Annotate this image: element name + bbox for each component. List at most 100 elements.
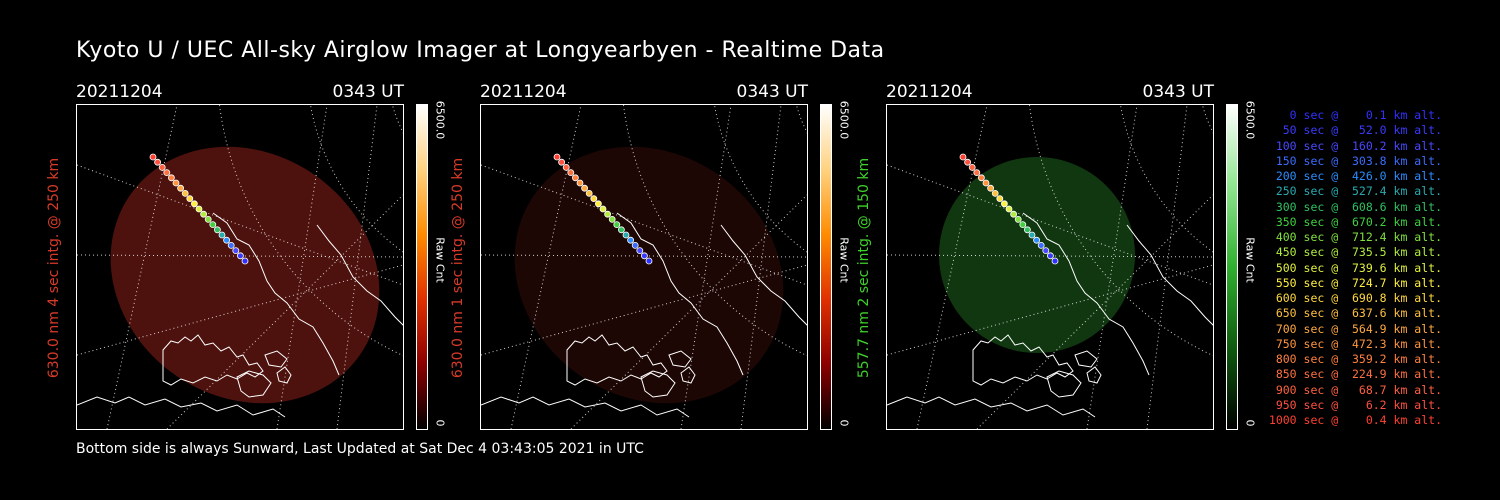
trajectory-point (218, 231, 226, 239)
allsky-image (480, 104, 808, 430)
trajectory-point (1028, 231, 1036, 239)
coastline (887, 212, 1213, 418)
trajectory-track (553, 153, 653, 265)
trajectory-point (622, 231, 630, 239)
trajectory-point (617, 226, 625, 234)
legend-entry: 900 sec @ 68.7 km alt. (1275, 382, 1442, 397)
trajectory-point (645, 257, 653, 265)
legend-entry: 500 sec @ 739.6 km alt. (1275, 260, 1442, 275)
trajectory-point (991, 190, 999, 197)
trajectory-track (149, 153, 249, 265)
trajectory-point (213, 226, 221, 234)
trajectory-point (163, 169, 171, 176)
footer-note: Bottom side is always Sunward, Last Upda… (76, 441, 644, 457)
colorbar-unit-label: Raw Cnt (1243, 237, 1257, 283)
colorbar (1226, 104, 1238, 430)
legend-entry: 400 sec @ 712.4 km alt. (1275, 230, 1442, 244)
colorbar-max-label: 6500.0 (837, 100, 851, 140)
trajectory-point (149, 153, 157, 161)
page-title: Kyoto U / UEC All-sky Airglow Imager at … (76, 38, 885, 63)
wavelength-label: 630.0 nm 4 sec intg. @ 250 km (46, 157, 62, 379)
trajectory-point (209, 221, 217, 228)
map-grid (481, 105, 807, 429)
legend-entry: 1000 sec @ 0.4 km alt. (1268, 413, 1442, 427)
trajectory-point (177, 184, 184, 192)
trajectory-track (959, 153, 1059, 265)
legend-entry: 50 sec @ 52.0 km alt. (1282, 123, 1442, 138)
trajectory-point (223, 236, 231, 244)
trajectory-point (241, 257, 249, 265)
map-grid (887, 105, 1213, 429)
trajectory-legend: 0 sec @ 0.1 km alt. 50 sec @ 52.0 km alt.… (1262, 108, 1442, 428)
colorbar (416, 104, 428, 430)
allsky-image (76, 104, 404, 430)
panel-time: 0343 UT (736, 82, 809, 102)
trajectory-point (968, 164, 976, 171)
legend-entry: 300 sec @ 608.6 km alt. (1275, 199, 1442, 214)
trajectory-point (996, 195, 1004, 202)
trajectory-point (599, 205, 607, 213)
trajectory-point (1001, 200, 1008, 208)
trajectory-point (608, 216, 616, 223)
trajectory-point (172, 179, 180, 187)
field-of-view-glow (110, 146, 380, 404)
trajectory-point (168, 174, 175, 182)
colorbar-unit-label: Raw Cnt (837, 237, 851, 283)
colorbar-min-label: 0 (433, 419, 447, 427)
legend-entry: 850 sec @ 224.9 km alt. (1275, 367, 1442, 382)
trajectory-point (595, 200, 602, 208)
colorbar-unit-label: Raw Cnt (433, 237, 447, 283)
map-grid (77, 105, 403, 429)
panel-time: 0343 UT (332, 82, 405, 102)
trajectory-point (1023, 226, 1031, 234)
legend-entry: 700 sec @ 564.9 km alt. (1275, 321, 1442, 336)
trajectory-point (204, 216, 212, 223)
trajectory-point (236, 252, 244, 260)
legend-entry: 650 sec @ 637.6 km alt. (1275, 306, 1442, 321)
trajectory-point (1046, 252, 1054, 260)
trajectory-point (604, 210, 611, 218)
trajectory-point (181, 190, 189, 197)
trajectory-point (232, 247, 240, 255)
trajectory-point (154, 158, 161, 166)
trajectory-point (978, 174, 985, 182)
trajectory-point (585, 190, 593, 197)
coastline (481, 212, 807, 418)
coastline (77, 212, 403, 418)
field-of-view-glow (939, 157, 1135, 353)
trajectory-point (200, 210, 207, 218)
allsky-image (886, 104, 1214, 430)
legend-entry: 0 sec @ 0.1 km alt. (1289, 108, 1442, 122)
trajectory-point (567, 169, 575, 176)
trajectory-point (1042, 247, 1050, 255)
allsky-map-svg (77, 105, 403, 429)
trajectory-point (640, 252, 648, 260)
panel-date: 20211204 (886, 82, 973, 102)
trajectory-point (631, 241, 639, 249)
trajectory-point (186, 195, 194, 202)
allsky-map-svg (887, 105, 1213, 429)
trajectory-point (576, 179, 584, 187)
trajectory-point (562, 164, 570, 171)
allsky-map-svg (481, 105, 807, 429)
trajectory-point (158, 164, 166, 171)
legend-entry: 550 sec @ 724.7 km alt. (1275, 275, 1442, 290)
colorbar-max-label: 6500.0 (1243, 100, 1257, 140)
legend-entry: 950 sec @ 6.2 km alt. (1275, 397, 1442, 412)
legend-entry: 200 sec @ 426.0 km alt. (1275, 169, 1442, 183)
legend-entry: 150 sec @ 303.8 km alt. (1275, 153, 1442, 168)
panel-time: 0343 UT (1142, 82, 1215, 102)
trajectory-point (1037, 241, 1045, 249)
trajectory-point (964, 158, 971, 166)
field-of-view-glow (514, 146, 784, 404)
panel-date: 20211204 (480, 82, 567, 102)
image-panel-1: 20211204 0343 UT 630.0 nm 4 sec intg. @ … (46, 80, 456, 430)
trajectory-point (1033, 236, 1041, 244)
trajectory-point (581, 184, 588, 192)
colorbar-max-label: 6500.0 (433, 100, 447, 140)
trajectory-point (1014, 216, 1022, 223)
image-panel-3: 20211204 0343 UT 557.7 nm 2 sec intg. @ … (856, 80, 1266, 430)
trajectory-point (987, 184, 994, 192)
trajectory-point (982, 179, 990, 187)
legend-entry: 100 sec @ 160.2 km alt. (1275, 138, 1442, 153)
